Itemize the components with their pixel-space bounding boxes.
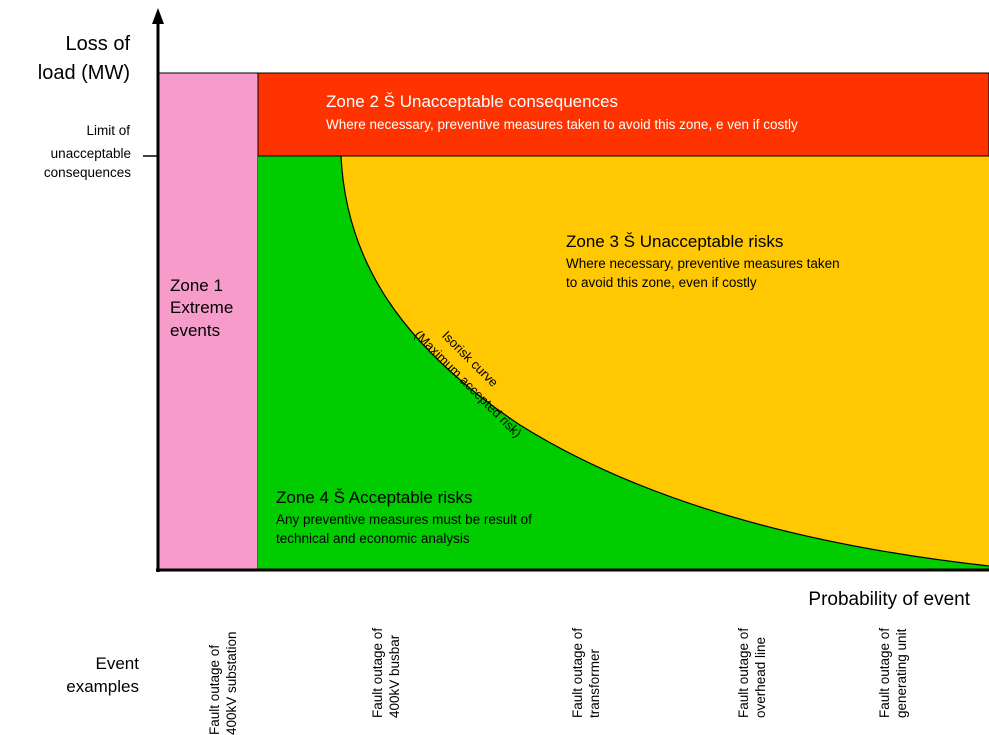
zone2-desc: Where necessary, preventive measures tak… bbox=[326, 117, 798, 132]
zone1-region bbox=[157, 72, 259, 571]
event-item-line2: 400kV busbar bbox=[387, 634, 402, 718]
event-item-overhead-line: Fault outage of overhead line bbox=[736, 628, 768, 718]
zone1-line1: Zone 1 bbox=[170, 276, 223, 295]
zone3-desc-line1: Where necessary, preventive measures tak… bbox=[566, 256, 840, 271]
limit-label-line3: consequences bbox=[44, 165, 131, 180]
event-item-line2: 400kV substation bbox=[224, 631, 239, 735]
zone4-desc-line1: Any preventive measures must be result o… bbox=[276, 512, 532, 527]
event-item-line2: generating unit bbox=[894, 628, 909, 718]
event-item-line1: Fault outage of bbox=[736, 628, 751, 718]
limit-label-line2: unacceptable bbox=[51, 146, 131, 161]
event-item-line1: Fault outage of bbox=[570, 628, 585, 718]
event-item-line2: transformer bbox=[587, 648, 602, 718]
event-examples-line2: examples bbox=[66, 677, 139, 696]
event-item-generating-unit: Fault outage of generating unit bbox=[877, 628, 909, 718]
zone3-desc-line2: to avoid this zone, even if costly bbox=[566, 275, 757, 290]
zone1-line2: Extreme bbox=[170, 298, 233, 317]
zone2-region bbox=[257, 72, 989, 157]
x-axis-label: Probability of event bbox=[808, 589, 970, 610]
limit-label-line1: Limit of bbox=[86, 123, 130, 138]
zone4-title: Zone 4 Š Acceptable risks bbox=[276, 488, 473, 507]
y-axis-label-line2: load (MW) bbox=[38, 62, 130, 84]
event-examples-line1: Event bbox=[96, 654, 140, 673]
event-item-line2: overhead line bbox=[753, 637, 768, 718]
zone4-region bbox=[258, 156, 989, 570]
isorisk-curve bbox=[340, 155, 989, 567]
zone1-line3: events bbox=[170, 321, 220, 340]
event-item-transformer: Fault outage of transformer bbox=[570, 628, 602, 718]
y-axis-label-line1: Loss of bbox=[66, 33, 131, 55]
event-item-line1: Fault outage of bbox=[370, 628, 385, 718]
event-item-line1: Fault outage of bbox=[207, 645, 222, 735]
event-item-line1: Fault outage of bbox=[877, 628, 892, 718]
event-item-substation: Fault outage of 400kV substation bbox=[207, 631, 239, 735]
event-item-busbar: Fault outage of 400kV busbar bbox=[370, 628, 402, 718]
y-axis-arrow-icon bbox=[152, 8, 164, 24]
zone4-desc-line2: technical and economic analysis bbox=[276, 531, 470, 546]
zone3-title: Zone 3 Š Unacceptable risks bbox=[566, 232, 783, 251]
zone2-title: Zone 2 Š Unacceptable consequences bbox=[326, 92, 618, 111]
